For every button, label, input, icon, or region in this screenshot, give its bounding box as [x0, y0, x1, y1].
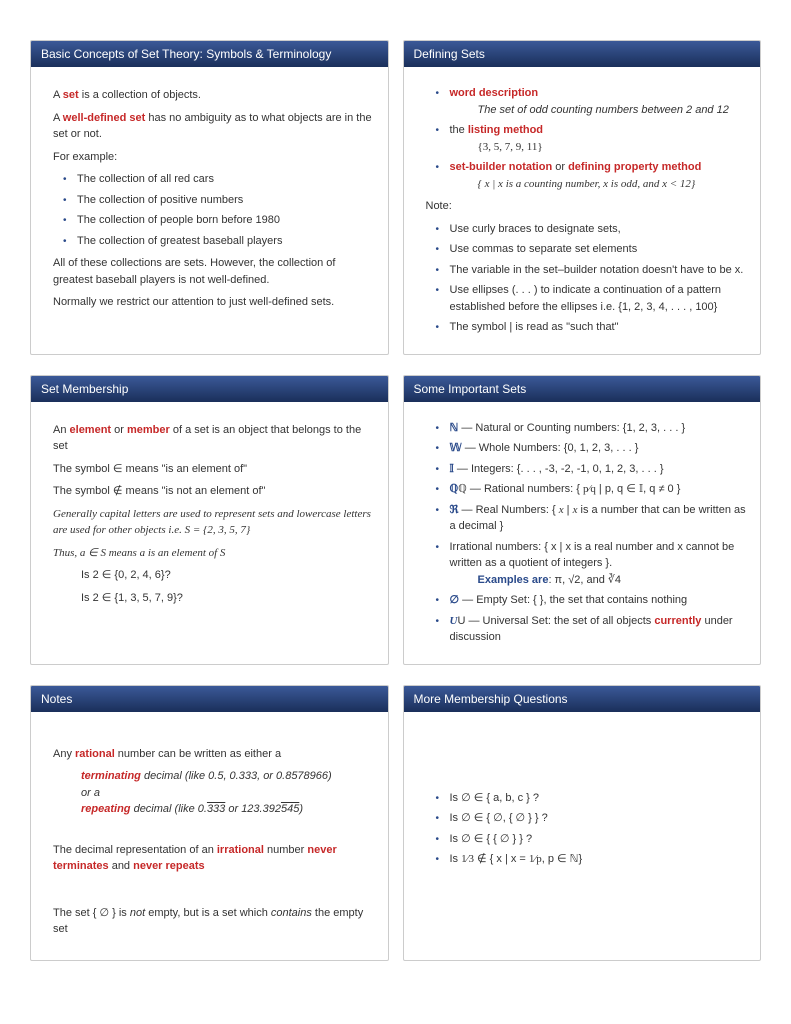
- list-item: The variable in the set–builder notation…: [440, 262, 747, 279]
- panel-important-sets: Some Important Sets ℕ — Natural or Count…: [403, 375, 762, 665]
- method-list: word description The set of odd counting…: [426, 85, 747, 192]
- list-item: Is ∅ ∈ { a, b, c } ?: [440, 790, 747, 807]
- list-item: ℜ — Real Numbers: { x | x is a number th…: [440, 502, 747, 535]
- text-line: A set is a collection of objects.: [53, 87, 374, 104]
- sub-text: { x | x is a counting number, x is odd, …: [450, 176, 747, 193]
- sub-text: The set of odd counting numbers between …: [450, 102, 747, 119]
- panel-title: Set Membership: [31, 376, 388, 402]
- sub-text: or a: [53, 785, 374, 802]
- panel-title: Defining Sets: [404, 41, 761, 67]
- panel-body: A set is a collection of objects. A well…: [31, 67, 388, 331]
- list-item: Is 1⁄3 ∉ { x | x = 1⁄p, p ∈ ℕ}: [440, 851, 747, 868]
- list-item: The symbol | is read as "such that": [440, 319, 747, 336]
- text-line: Normally we restrict our attention to ju…: [53, 294, 374, 311]
- panel-defining-sets: Defining Sets word description The set o…: [403, 40, 762, 355]
- sub-text: terminating decimal (like 0.5, 0.333, or…: [53, 768, 374, 785]
- list-item: UU — Universal Set: the set of all objec…: [440, 613, 747, 646]
- list-item: ℕ — Natural or Counting numbers: {1, 2, …: [440, 420, 747, 437]
- text-line: For example:: [53, 149, 374, 166]
- list-item: word description The set of odd counting…: [440, 85, 747, 118]
- list-item: Use ellipses (. . . ) to indicate a cont…: [440, 282, 747, 315]
- list-item: set-builder notation or defining propert…: [440, 159, 747, 192]
- panel-more-questions: More Membership Questions Is ∅ ∈ { a, b,…: [403, 685, 762, 961]
- sub-text: {3, 5, 7, 9, 11}: [450, 139, 747, 156]
- text-line: An element or member of a set is an obje…: [53, 422, 374, 455]
- list-item: The collection of positive numbers: [67, 192, 374, 209]
- question-list: Is ∅ ∈ { a, b, c } ? Is ∅ ∈ { ∅, { ∅ } }…: [426, 790, 747, 868]
- set-list: ℕ — Natural or Counting numbers: {1, 2, …: [426, 420, 747, 646]
- panel-body: An element or member of a set is an obje…: [31, 402, 388, 627]
- slide-grid: Basic Concepts of Set Theory: Symbols & …: [30, 40, 761, 961]
- list-item: The collection of people born before 198…: [67, 212, 374, 229]
- list-item: Use commas to separate set elements: [440, 241, 747, 258]
- panel-body: Is ∅ ∈ { a, b, c } ? Is ∅ ∈ { ∅, { ∅ } }…: [404, 712, 761, 960]
- text-line: A well-defined set has no ambiguity as t…: [53, 110, 374, 143]
- text-line: The symbol ∉ means "is not an element of…: [53, 483, 374, 500]
- list-item: 𝕀 — Integers: {. . . , -3, -2, -1, 0, 1,…: [440, 461, 747, 478]
- panel-body: word description The set of odd counting…: [404, 67, 761, 354]
- text-line: The set { ∅ } is not empty, but is a set…: [53, 905, 374, 938]
- list-item: The collection of all red cars: [67, 171, 374, 188]
- text-line: The decimal representation of an irratio…: [53, 842, 374, 875]
- sub-text: repeating decimal (like 0.333 or 123.392…: [53, 801, 374, 818]
- list-item: Is ∅ ∈ { ∅, { ∅ } } ?: [440, 810, 747, 827]
- text-line: Generally capital letters are used to re…: [53, 506, 374, 539]
- panel-notes: Notes Any rational number can be written…: [30, 685, 389, 961]
- list-item: 𝕎 — Whole Numbers: {0, 1, 2, 3, . . . }: [440, 440, 747, 457]
- note-list: Use curly braces to designate sets, Use …: [426, 221, 747, 336]
- panel-title: Some Important Sets: [404, 376, 761, 402]
- example-list: The collection of all red cars The colle…: [53, 171, 374, 249]
- note-label: Note:: [426, 198, 747, 215]
- panel-body: ℕ — Natural or Counting numbers: {1, 2, …: [404, 402, 761, 664]
- panel-set-membership: Set Membership An element or member of a…: [30, 375, 389, 665]
- list-item: the listing method {3, 5, 7, 9, 11}: [440, 122, 747, 155]
- list-item: Use curly braces to designate sets,: [440, 221, 747, 238]
- list-item: Irrational numbers: { x | x is a real nu…: [440, 539, 747, 589]
- list-item: ∅ — Empty Set: { }, the set that contain…: [440, 592, 747, 609]
- panel-body: Any rational number can be written as ei…: [31, 712, 388, 960]
- question: Is 2 ∈ {0, 2, 4, 6}?: [53, 567, 374, 584]
- list-item: The collection of greatest baseball play…: [67, 233, 374, 250]
- panel-title: Notes: [31, 686, 388, 712]
- text-line: Any rational number can be written as ei…: [53, 746, 374, 763]
- question: Is 2 ∈ {1, 3, 5, 7, 9}?: [53, 590, 374, 607]
- text-line: The symbol ∈ means "is an element of": [53, 461, 374, 478]
- panel-title: Basic Concepts of Set Theory: Symbols & …: [31, 41, 388, 67]
- text-line: Thus, a ∈ S means a is an element of S: [53, 545, 374, 562]
- list-item: ℚℚ — Rational numbers: { p⁄q | p, q ∈ 𝕀,…: [440, 481, 747, 498]
- panel-title: More Membership Questions: [404, 686, 761, 712]
- text-line: All of these collections are sets. Howev…: [53, 255, 374, 288]
- panel-basic-concepts: Basic Concepts of Set Theory: Symbols & …: [30, 40, 389, 355]
- list-item: Is ∅ ∈ { { ∅ } } ?: [440, 831, 747, 848]
